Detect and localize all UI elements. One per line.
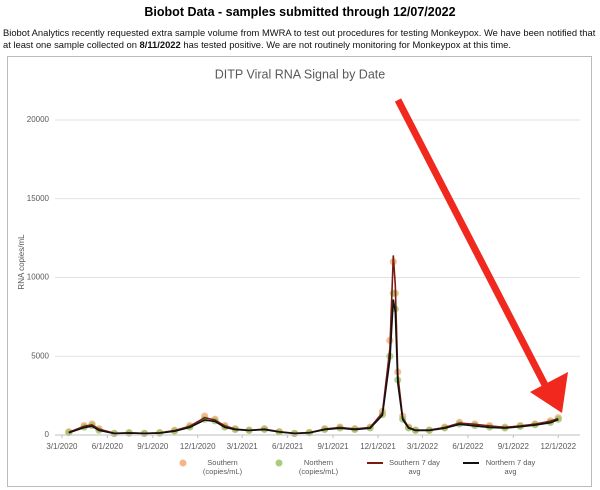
x-tick-label: 6/1/2021: [272, 442, 304, 451]
legend-marker: [275, 459, 283, 467]
y-tick-label: 0: [45, 430, 50, 439]
legend-label: Southern 7 day avg: [389, 458, 440, 476]
y-tick-label: 10000: [27, 273, 50, 282]
x-tick-label: 12/1/2022: [540, 442, 576, 451]
legend-item: Northern (copies/mL): [271, 458, 353, 476]
x-tick-label: 6/1/2020: [92, 442, 124, 451]
chart-frame: [7, 56, 592, 487]
x-tick-label: 9/1/2022: [498, 442, 530, 451]
y-axis-label: RNA copies/mL: [17, 234, 26, 290]
avg-line: [68, 255, 559, 435]
legend-swatch: [179, 459, 187, 467]
annotation-arrow: [394, 98, 549, 387]
legend-marker: [179, 459, 187, 467]
avg-line: [68, 299, 559, 435]
page-title: Biobot Data - samples submitted through …: [144, 5, 456, 19]
legend-label: Southern (copies/mL): [202, 458, 243, 476]
legend-swatch: [367, 462, 383, 464]
x-tick-label: 9/1/2021: [317, 442, 349, 451]
x-tick-label: 3/1/2020: [46, 442, 78, 451]
legend-swatch: [275, 459, 283, 467]
chart-title: DITP Viral RNA Signal by Date: [215, 67, 385, 81]
x-tick-label: 9/1/2020: [137, 442, 169, 451]
intro: Biobot Analytics recently requested extr…: [3, 27, 597, 51]
legend-label: Northern 7 day avg: [485, 458, 536, 476]
intro-date: 8/11/2022: [139, 39, 181, 50]
y-tick-label: 15000: [27, 194, 50, 203]
intro-text: has tested positive. We are not routinel…: [180, 39, 511, 50]
intro-text: Biobot Analytics recently requested extr…: [3, 27, 596, 50]
legend-item: Northern 7 day avg: [463, 458, 545, 476]
x-tick-label: 12/1/2020: [180, 442, 216, 451]
x-tick-label: 6/1/2022: [452, 442, 484, 451]
legend-label: Northern (copies/mL): [298, 458, 339, 476]
x-tick-label: 3/1/2021: [227, 442, 259, 451]
legend-item: Southern (copies/mL): [175, 458, 257, 476]
annotation-arrow-head: [530, 372, 568, 413]
y-tick-label: 5000: [31, 351, 49, 360]
y-tick-label: 20000: [27, 115, 50, 124]
legend-swatch: [463, 462, 479, 464]
x-tick-label: 3/1/2022: [407, 442, 439, 451]
legend: Southern (copies/mL) Northern (copies/mL)…: [175, 458, 545, 476]
legend-item: Southern 7 day avg: [367, 458, 449, 476]
x-tick-label: 12/1/2021: [360, 442, 396, 451]
